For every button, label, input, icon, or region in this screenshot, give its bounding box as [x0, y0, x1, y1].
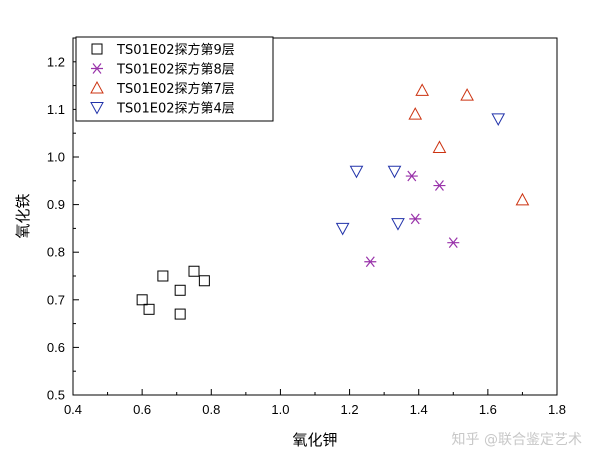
x-tick-label: 1.0 — [271, 402, 289, 417]
legend-marker — [91, 63, 103, 74]
data-point — [143, 303, 155, 315]
y-tick-label: 0.8 — [47, 245, 65, 260]
data-point — [491, 113, 506, 126]
data-point — [433, 180, 446, 191]
data-point — [408, 107, 423, 120]
y-tick-label: 1.2 — [47, 54, 65, 69]
data-point — [174, 308, 186, 320]
data-points — [136, 83, 530, 320]
x-tick-label: 0.4 — [64, 402, 82, 417]
legend-label: TS01E02探方第8层 — [116, 62, 235, 78]
data-point — [515, 192, 530, 206]
y-tick-label: 0.6 — [47, 340, 65, 355]
data-point — [188, 265, 200, 277]
data-point — [405, 170, 418, 182]
data-point — [415, 83, 430, 96]
legend: TS01E02探方第9层 TS01E02探方第8层 TS01E02探方第7层 TS01… — [75, 36, 274, 122]
y-axis-title: 氧化铁 — [14, 193, 32, 238]
y-tick-label: 0.5 — [47, 388, 65, 403]
watermark-text: 知乎 @联合鉴定艺术 — [452, 431, 582, 448]
data-point — [364, 256, 377, 268]
x-tick-label: 1.6 — [479, 402, 497, 417]
data-point — [391, 218, 405, 231]
legend-marker — [90, 102, 104, 115]
y-tick-label: 1.1 — [47, 102, 65, 117]
legend-box — [75, 36, 274, 122]
data-point — [335, 222, 350, 236]
data-point — [198, 275, 210, 287]
data-point — [136, 294, 148, 306]
data-point — [447, 237, 460, 249]
data-point — [349, 165, 364, 179]
x-tick-label: 1.8 — [548, 402, 566, 417]
y-tick-label: 1.0 — [47, 150, 65, 165]
legend-label: TS01E02探方第9层 — [116, 42, 235, 58]
legend-marker — [90, 80, 104, 94]
x-tick-label: 1.4 — [410, 402, 428, 417]
data-point — [432, 140, 447, 153]
data-point — [409, 213, 422, 225]
x-tick-label: 0.6 — [133, 402, 151, 417]
axis-ticks: 0.4 0.6 0.8 1.0 1.2 1.4 1.6 1.8 0.5 0.6 0.7 0.8 0.9 1… — [47, 37, 566, 417]
legend-label: TS01E02探方第7层 — [116, 81, 235, 97]
y-tick-label: 0.7 — [47, 292, 65, 307]
data-point — [174, 284, 186, 296]
x-tick-label: 0.8 — [202, 402, 220, 417]
data-point — [387, 165, 402, 179]
legend-label: TS01E02探方第4层 — [116, 101, 235, 117]
legend-marker — [91, 43, 103, 55]
y-tick-label: 0.9 — [47, 197, 65, 212]
x-axis-title: 氧化钾 — [292, 431, 337, 449]
data-point — [157, 270, 169, 282]
data-point — [460, 88, 474, 101]
x-tick-label: 1.2 — [341, 402, 359, 417]
